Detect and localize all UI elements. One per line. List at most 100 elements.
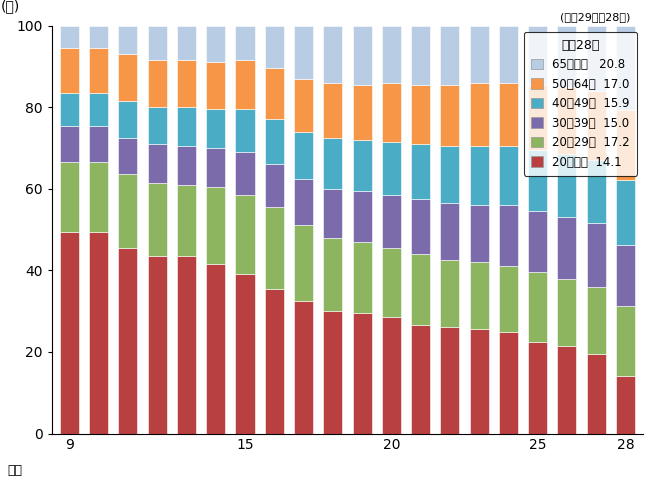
Text: 平成: 平成 <box>7 464 22 477</box>
Bar <box>60 125 79 162</box>
Bar <box>616 306 635 376</box>
Bar <box>558 346 577 434</box>
Bar <box>411 26 430 85</box>
Bar <box>323 189 343 238</box>
Bar <box>558 87 577 154</box>
Bar <box>558 154 577 217</box>
Bar <box>265 26 284 68</box>
Bar <box>587 91 606 160</box>
Bar <box>235 60 255 109</box>
Bar <box>148 26 166 61</box>
Bar <box>177 256 196 434</box>
Bar <box>470 330 489 434</box>
Bar <box>470 205 489 262</box>
Bar <box>470 83 489 146</box>
Bar <box>616 110 635 180</box>
Bar <box>60 162 79 232</box>
Bar <box>470 146 489 205</box>
Bar <box>528 85 547 150</box>
Bar <box>118 26 137 54</box>
Bar <box>177 60 196 107</box>
Bar <box>587 224 606 287</box>
Bar <box>323 238 343 311</box>
Bar <box>587 160 606 224</box>
Bar <box>206 62 226 109</box>
Bar <box>148 144 166 182</box>
Bar <box>235 274 255 434</box>
Bar <box>558 26 577 87</box>
Bar <box>89 48 108 93</box>
Bar <box>89 26 108 48</box>
Bar <box>323 311 343 434</box>
Bar <box>528 150 547 211</box>
Bar <box>411 199 430 254</box>
Bar <box>148 107 166 144</box>
Bar <box>89 232 108 434</box>
Bar <box>499 205 518 266</box>
Bar <box>616 376 635 434</box>
Bar <box>352 242 372 313</box>
Bar <box>60 48 79 93</box>
Bar <box>206 148 226 187</box>
Bar <box>235 152 255 195</box>
Bar <box>118 101 137 138</box>
Bar <box>294 78 313 132</box>
Bar <box>60 26 79 48</box>
Bar <box>616 244 635 306</box>
Bar <box>235 195 255 274</box>
Bar <box>294 226 313 301</box>
Bar <box>440 26 460 85</box>
Bar <box>440 146 460 203</box>
Bar <box>440 203 460 260</box>
Bar <box>411 85 430 144</box>
Bar <box>616 26 635 110</box>
Bar <box>411 254 430 325</box>
Bar <box>440 85 460 146</box>
Bar <box>148 60 166 107</box>
Bar <box>177 185 196 256</box>
Bar <box>177 107 196 146</box>
Bar <box>206 109 226 148</box>
Bar <box>177 26 196 61</box>
Bar <box>206 264 226 434</box>
Bar <box>352 191 372 242</box>
Bar <box>323 83 343 138</box>
Bar <box>265 207 284 288</box>
Bar <box>499 83 518 146</box>
Bar <box>352 85 372 140</box>
Bar <box>440 260 460 328</box>
Bar <box>528 211 547 272</box>
Bar <box>60 232 79 434</box>
Bar <box>118 138 137 175</box>
Bar <box>382 195 401 248</box>
Bar <box>265 164 284 207</box>
Bar <box>118 54 137 101</box>
Bar <box>265 120 284 164</box>
Bar <box>411 144 430 199</box>
Legend: 65歳以上   20.8, 50～64歳  17.0, 40～49歳  15.9, 30～39歳  15.0, 20～29歳  17.2, 20歳未満  14.: 65歳以上 20.8, 50～64歳 17.0, 40～49歳 15.9, 30… <box>524 31 637 176</box>
Bar <box>294 26 313 78</box>
Bar <box>528 26 547 85</box>
Bar <box>89 162 108 232</box>
Bar <box>206 26 226 62</box>
Bar <box>235 109 255 152</box>
Text: (平成29年～28年): (平成29年～28年) <box>560 12 630 22</box>
Bar <box>294 179 313 226</box>
Bar <box>382 83 401 142</box>
Bar <box>206 187 226 264</box>
Bar <box>118 248 137 434</box>
Bar <box>499 26 518 83</box>
Bar <box>352 313 372 434</box>
Bar <box>89 125 108 162</box>
Bar <box>323 26 343 83</box>
Bar <box>60 93 79 125</box>
Bar <box>382 142 401 195</box>
Bar <box>558 278 577 346</box>
Bar <box>148 182 166 256</box>
Bar <box>499 332 518 434</box>
Bar <box>499 266 518 332</box>
Bar <box>294 301 313 434</box>
Bar <box>148 256 166 434</box>
Bar <box>411 325 430 434</box>
Bar <box>89 93 108 125</box>
